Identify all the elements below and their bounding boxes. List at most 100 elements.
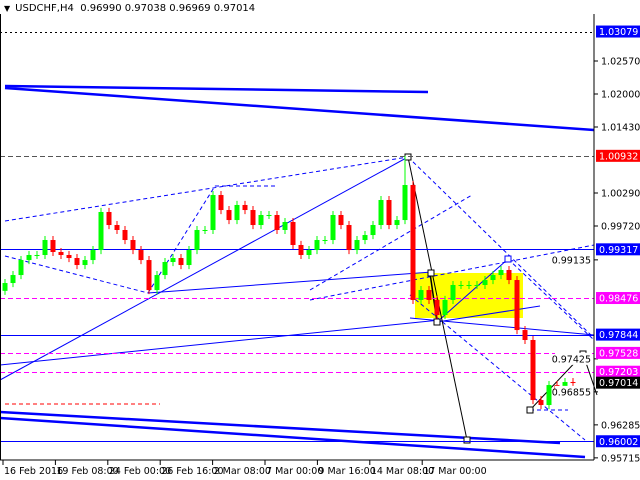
x-tick-label: 19 Feb 08:00 — [56, 466, 118, 477]
candle-body — [410, 185, 416, 300]
candle-body — [434, 299, 440, 316]
triangle-down-icon[interactable]: ▼ — [4, 4, 11, 13]
x-tick-label: 7 Mar 00:00 — [266, 466, 323, 477]
price-label-box — [596, 243, 640, 256]
candle-body — [498, 270, 504, 276]
x-tick-label: 2 Mar 08:00 — [214, 466, 271, 477]
trendline — [436, 305, 541, 323]
candle-body — [50, 240, 56, 252]
candle-body — [210, 195, 216, 230]
candle-body — [354, 240, 360, 251]
price-label: 1.00932 — [599, 151, 638, 162]
y-tick-label: 1.00290 — [601, 189, 640, 200]
price-label-box — [596, 328, 640, 341]
candle-body — [130, 240, 136, 251]
trendline — [436, 258, 509, 323]
candle-body — [18, 260, 24, 276]
candle-body — [466, 284, 472, 286]
candle-body — [138, 250, 144, 261]
candle-body — [178, 258, 184, 266]
y-tick-label: 0.99720 — [601, 222, 640, 233]
candle-body — [82, 260, 88, 266]
candle-body — [522, 330, 528, 340]
price-label: 0.97528 — [599, 348, 638, 359]
trendline — [0, 156, 409, 381]
trendline — [4, 84, 429, 94]
y-tick-label-bg — [555, 352, 592, 365]
y-tick-label: 0.95715 — [601, 453, 640, 464]
candle-body — [250, 210, 256, 226]
x-tick-label: 26 Feb 16:00 — [161, 466, 223, 477]
y-tick-label: 0.97425 — [552, 354, 591, 365]
candle-body — [386, 200, 392, 226]
candle-body — [186, 250, 192, 266]
x-tick-label: 24 Feb 00:00 — [109, 466, 171, 477]
candle-body — [74, 258, 80, 266]
trendline — [0, 416, 586, 459]
candle-body — [346, 225, 352, 251]
candle-body — [218, 195, 224, 211]
trendline — [147, 271, 433, 294]
price-label-box — [596, 365, 640, 378]
price-label-box — [596, 435, 640, 448]
price-label: 0.98476 — [599, 294, 638, 305]
candle-body — [106, 211, 112, 226]
x-tick-label: 16 Feb 2016 — [4, 466, 63, 477]
price-label: 1.03079 — [599, 27, 638, 38]
candle-body — [570, 382, 576, 384]
trendline-dotted — [4, 156, 409, 222]
candle-body — [514, 280, 520, 331]
x-tick-label: 9 Mar 16:00 — [318, 466, 375, 477]
candles — [2, 155, 576, 410]
symbol-label: USDCHF,H4 — [15, 3, 74, 14]
candle-body — [162, 262, 168, 276]
y-tick-label: 1.02570 — [601, 57, 640, 68]
x-tick-label: 14 Mar 08:00 — [371, 466, 434, 477]
anchor-handle — [504, 255, 512, 263]
candle-body — [282, 222, 288, 230]
candle-body — [474, 284, 480, 286]
candle-body — [378, 200, 384, 226]
candle-body — [114, 225, 120, 230]
candle-body — [538, 400, 544, 406]
candle-body — [242, 204, 248, 211]
price-label: 0.97844 — [599, 330, 638, 341]
chart-title: ▼ USDCHF,H4 0.96990 0.97038 0.96969 0.970… — [4, 3, 255, 14]
candle-body — [2, 283, 8, 291]
trendline — [4, 86, 595, 132]
candle-body — [482, 280, 488, 285]
candle-body — [442, 299, 448, 316]
candle-body — [322, 240, 328, 242]
candle-body — [90, 250, 96, 261]
candle-body — [234, 204, 240, 221]
candle-body — [338, 215, 344, 226]
candle-body — [370, 225, 376, 236]
candle-body — [330, 215, 336, 241]
candle-body — [202, 229, 208, 231]
candle-body — [450, 284, 456, 300]
candle-body — [418, 290, 424, 300]
price-label: 0.99317 — [599, 245, 638, 256]
candle-body — [394, 220, 400, 226]
candle-body — [58, 251, 64, 256]
candle-body — [362, 235, 368, 241]
candle-body — [506, 270, 512, 281]
trendline-dotted — [309, 194, 473, 291]
price-label: 0.97203 — [599, 367, 638, 378]
candle-body — [258, 215, 264, 226]
candle-body — [426, 290, 432, 300]
anchor-handle — [526, 406, 534, 414]
candle-body — [98, 211, 104, 251]
candle-body — [194, 229, 200, 251]
trendline-dotted — [309, 244, 595, 301]
candle-body — [34, 255, 40, 257]
candle-body — [546, 385, 552, 406]
trendline — [409, 317, 595, 336]
candle-body — [146, 260, 152, 291]
candle-body — [458, 284, 464, 286]
price-label-box — [596, 149, 640, 162]
price-label-box — [596, 346, 640, 359]
y-tick-label-bg — [555, 385, 592, 398]
y-tick-label: 1.02000 — [601, 90, 640, 101]
